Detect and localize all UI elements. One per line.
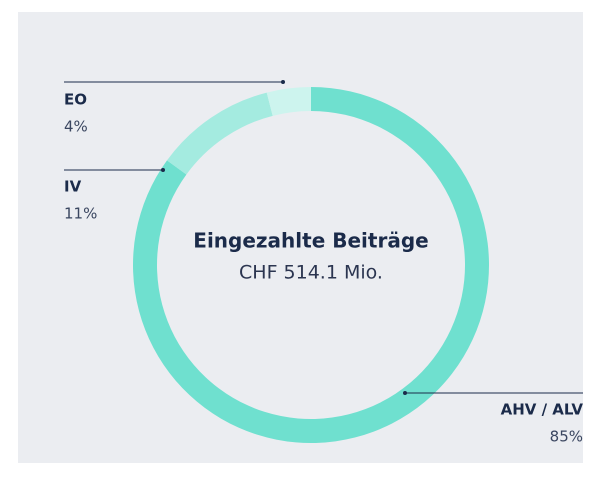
donut-segment <box>266 87 311 116</box>
segment-value-label: 85% <box>550 428 583 446</box>
segment-label: EO <box>64 91 87 109</box>
panel <box>18 12 583 463</box>
leader-dot <box>161 168 165 172</box>
segment-label: AHV / ALV <box>501 401 584 419</box>
leader-dot <box>403 391 407 395</box>
center-title: Eingezahlte Beiträge <box>193 229 428 253</box>
segment-value-label: 4% <box>64 118 88 136</box>
leader-dot <box>281 80 285 84</box>
segment-value-label: 11% <box>64 205 97 223</box>
donut-segment <box>166 92 273 175</box>
center-subtitle: CHF 514.1 Mio. <box>239 262 383 284</box>
segment-label: IV <box>64 178 82 196</box>
